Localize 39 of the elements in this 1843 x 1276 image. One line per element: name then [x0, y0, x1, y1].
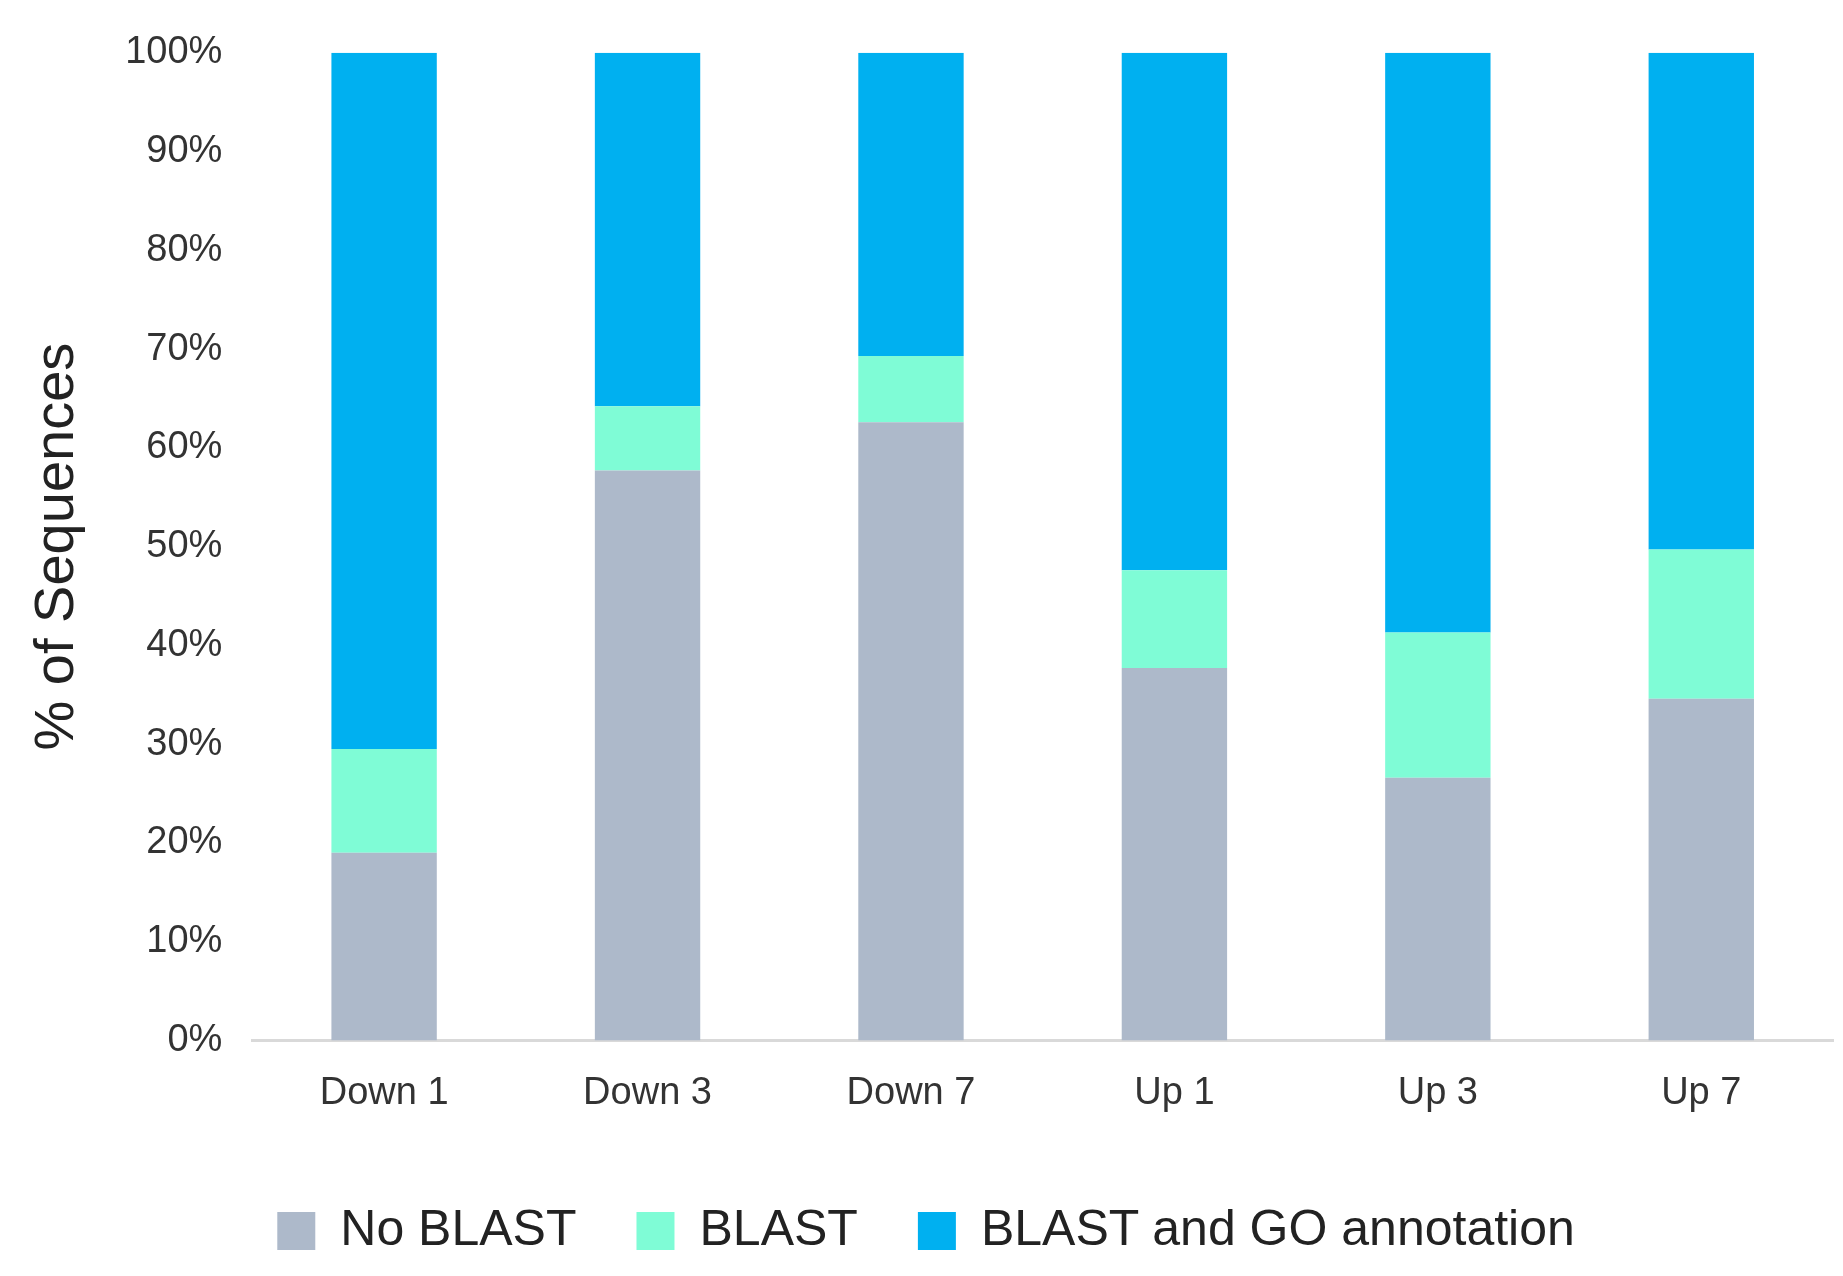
bar: [1385, 632, 1491, 778]
bar: [594, 470, 701, 1041]
x-tick-label: Up 1: [1134, 1069, 1215, 1112]
y-tick-label: 10%: [146, 918, 223, 961]
bar: [1648, 698, 1754, 1041]
bar: [1121, 52, 1228, 571]
x-tick-label: Up 7: [1661, 1069, 1742, 1112]
y-tick-label: 70%: [146, 325, 223, 368]
y-tick-label: 40%: [146, 621, 223, 664]
bar: [1385, 777, 1491, 1041]
legend-label: BLAST: [699, 1199, 858, 1256]
bar: [858, 355, 964, 423]
y-tick-label: 20%: [146, 819, 223, 862]
bar: [594, 52, 701, 407]
bar: [331, 852, 437, 1041]
x-tick-label: Up 3: [1397, 1069, 1478, 1112]
y-tick-label: 80%: [146, 226, 223, 269]
legend-label: BLAST and GO annotation: [980, 1199, 1575, 1256]
bar: [1648, 52, 1754, 550]
bar: [594, 406, 701, 471]
x-tick-label: Down 7: [846, 1069, 976, 1112]
bar: [331, 52, 437, 750]
bar: [1121, 570, 1228, 669]
bar: [1121, 668, 1228, 1041]
y-tick-label: 100%: [125, 29, 223, 72]
bar: [331, 749, 437, 853]
x-tick-label: Down 3: [583, 1069, 712, 1112]
legend-label: No BLAST: [340, 1199, 577, 1256]
y-tick-label: 50%: [146, 523, 223, 566]
bar: [1648, 549, 1754, 699]
x-tick-label: Down 1: [319, 1069, 449, 1112]
y-tick-label: 90%: [146, 128, 223, 171]
bar: [858, 422, 964, 1041]
bar: [858, 52, 964, 356]
y-tick-label: 30%: [146, 720, 223, 763]
y-tick-label: 60%: [146, 424, 223, 467]
y-tick-label: 0%: [167, 1016, 223, 1059]
bar: [1385, 52, 1491, 633]
y-axis-title: % of Sequences: [22, 342, 86, 751]
